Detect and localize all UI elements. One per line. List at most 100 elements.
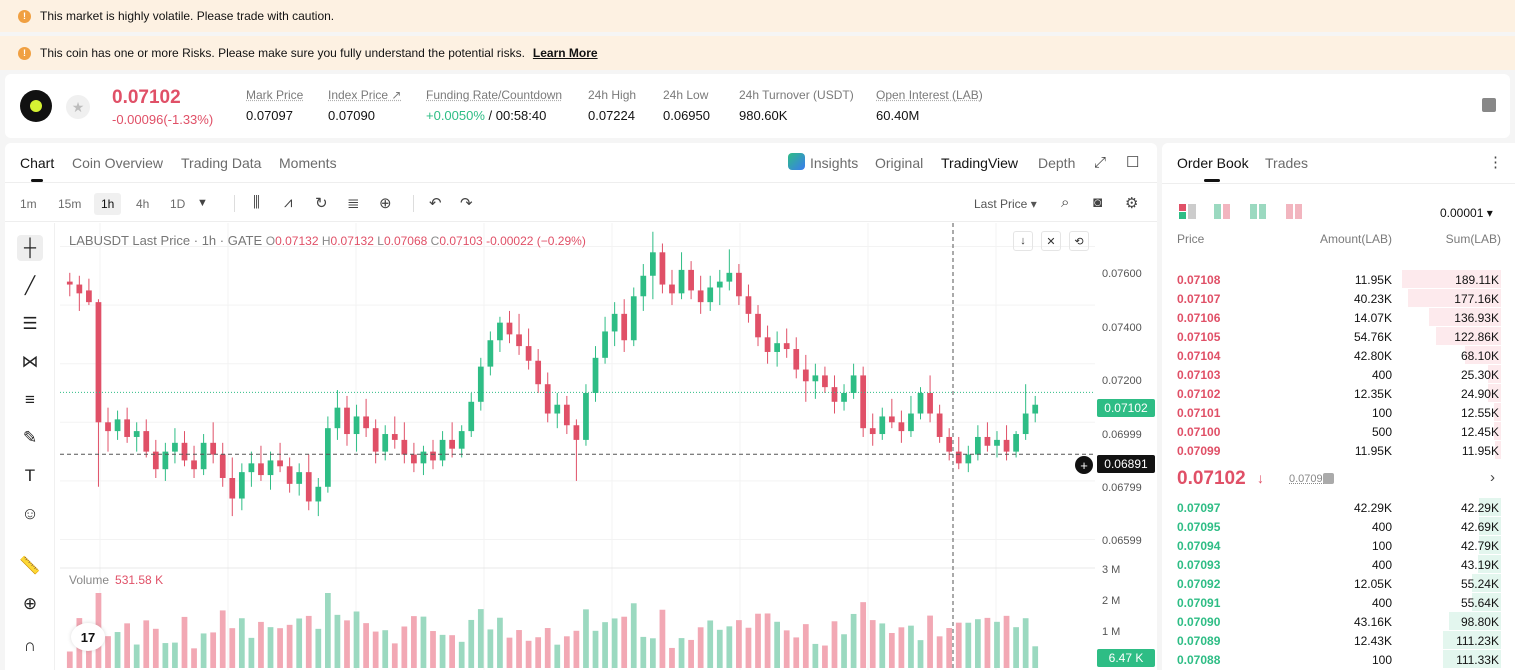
redo-icon[interactable]: ↷ <box>460 195 473 212</box>
arrow-down-icon: ↓ <box>1257 470 1264 486</box>
row-sum: 42.79K <box>1460 539 1499 553</box>
trend-line-icon[interactable]: ╱ <box>24 276 36 295</box>
bid-row[interactable]: 0.07094 100 42.79K <box>1162 536 1515 555</box>
stat-label[interactable]: Funding Rate/Countdown <box>426 88 563 102</box>
split-view-icon[interactable] <box>1214 204 1232 220</box>
both-view-icon[interactable] <box>1179 204 1197 220</box>
indicators-icon[interactable]: ⩘ <box>284 194 293 211</box>
stat-label[interactable]: Open Interest (LAB) <box>876 88 983 102</box>
tab-order-book[interactable]: Order Book <box>1177 155 1249 182</box>
insights-icon[interactable] <box>788 153 805 170</box>
volume-bar <box>984 617 991 668</box>
stat-label[interactable]: Mark Price <box>246 88 304 102</box>
bid-row[interactable]: 0.07090 43.16K 98.80K <box>1162 612 1515 631</box>
candlestick-chart[interactable] <box>60 223 1095 670</box>
precision-select[interactable]: 0.00001 ▾ <box>1440 206 1493 220</box>
row-sum: 55.24K <box>1460 577 1499 591</box>
ask-row[interactable]: 0.07103 400 25.30K <box>1162 365 1515 384</box>
interval-1d[interactable]: 1D <box>170 197 186 211</box>
candle-body <box>650 252 656 276</box>
ask-row[interactable]: 0.07102 12.35K 24.90K <box>1162 384 1515 403</box>
tab-coin-overview[interactable]: Coin Overview <box>72 155 164 171</box>
bid-row[interactable]: 0.07093 400 43.19K <box>1162 555 1515 574</box>
volume-bar <box>802 624 809 668</box>
zoom-in-icon[interactable]: ⊕ <box>22 594 38 613</box>
collapse-icon[interactable]: ✕ <box>1041 231 1061 251</box>
candle-body <box>200 442 207 470</box>
asks-view-icon[interactable] <box>1286 204 1304 220</box>
tab-insights[interactable]: Insights <box>810 155 859 171</box>
templates-icon[interactable]: ≣ <box>347 195 360 212</box>
tab-trades[interactable]: Trades <box>1265 155 1309 171</box>
chevron-right-icon[interactable]: › <box>1490 469 1495 486</box>
fib-icon[interactable]: ≡ <box>25 390 35 409</box>
refresh-icon[interactable]: ↻ <box>315 195 328 212</box>
candle-body <box>955 451 962 464</box>
interval-15m[interactable]: 15m <box>58 197 82 211</box>
interval-1m[interactable]: 1m <box>20 197 37 211</box>
bid-row[interactable]: 0.07091 400 55.64K <box>1162 593 1515 612</box>
guide-book-icon[interactable] <box>1482 98 1496 112</box>
volume-bar <box>353 611 360 668</box>
add-alert-icon[interactable]: ⊕ <box>379 195 392 212</box>
tab-original[interactable]: Original <box>875 155 924 171</box>
tab-trading-data[interactable]: Trading Data <box>181 155 262 171</box>
horizontal-lines-icon[interactable]: ☰ <box>22 314 38 333</box>
search-icon[interactable]: ⌕ <box>1061 194 1070 211</box>
ask-row[interactable]: 0.07107 40.23K 177.16K <box>1162 289 1515 308</box>
interval-1h[interactable]: 1h <box>94 193 122 215</box>
bid-row[interactable]: 0.07097 42.29K 42.29K <box>1162 498 1515 517</box>
pattern-icon[interactable]: ⋈ <box>21 352 39 371</box>
undo-icon[interactable]: ↶ <box>429 195 442 212</box>
bids-view-icon[interactable] <box>1250 204 1268 220</box>
favorite-star-icon[interactable]: ★ <box>66 95 90 119</box>
emoji-icon[interactable]: ☺ <box>21 504 39 523</box>
row-sum: 25.30K <box>1460 368 1499 382</box>
bid-row[interactable]: 0.07095 400 42.69K <box>1162 517 1515 536</box>
learn-more-link[interactable]: Learn More <box>532 46 598 60</box>
ask-row[interactable]: 0.07100 500 12.45K <box>1162 422 1515 441</box>
stat-label: 24h Turnover (USDT) <box>739 88 854 102</box>
row-price: 0.07090 <box>1177 615 1221 629</box>
candle-body <box>745 296 752 314</box>
bid-row[interactable]: 0.07089 12.43K 111.23K <box>1162 631 1515 650</box>
text-icon[interactable]: T <box>24 466 36 485</box>
window-icon[interactable]: ☐ <box>1126 154 1140 171</box>
depth-bar <box>1479 517 1501 535</box>
bid-row[interactable]: 0.07092 12.05K 55.24K <box>1162 574 1515 593</box>
candle-body <box>325 428 331 487</box>
volume-bar <box>219 610 226 668</box>
volume-bar <box>286 624 293 668</box>
add-order-icon[interactable]: + <box>1075 456 1093 474</box>
brush-icon[interactable]: ✎ <box>22 428 38 447</box>
gear-icon[interactable]: ⚙ <box>1125 195 1139 212</box>
tab-moments[interactable]: Moments <box>279 155 337 171</box>
scroll-down-icon[interactable]: ↓ <box>1013 231 1033 251</box>
camera-icon[interactable]: ◙ <box>1093 194 1103 211</box>
candle-type-icon[interactable]: ⫼ <box>253 194 260 211</box>
tab-depth[interactable]: Depth <box>1038 155 1076 171</box>
ask-row[interactable]: 0.07105 54.76K 122.86K <box>1162 327 1515 346</box>
tab-chart[interactable]: Chart <box>20 155 55 182</box>
ruler-icon[interactable]: 📏 <box>19 556 41 575</box>
reset-icon[interactable]: ⟲ <box>1069 231 1089 251</box>
ask-row[interactable]: 0.07101 100 12.55K <box>1162 403 1515 422</box>
expand-icon[interactable]: ⤢ <box>1094 154 1107 171</box>
row-sum: 12.55K <box>1460 406 1499 420</box>
ask-row[interactable]: 0.07106 14.07K 136.93K <box>1162 308 1515 327</box>
price-type-select[interactable]: Last Price ▾ <box>974 197 1037 211</box>
magnet-icon[interactable]: ∩ <box>23 636 37 655</box>
ask-row[interactable]: 0.07099 11.95K 11.95K <box>1162 441 1515 460</box>
more-icon[interactable]: ⋮ <box>1488 154 1503 171</box>
stat-label[interactable]: Index Price ↗ <box>328 88 402 102</box>
bid-row[interactable]: 0.07088 100 111.33K <box>1162 650 1515 669</box>
volume-bar <box>344 620 350 668</box>
volume-bar <box>114 632 121 668</box>
chevron-down-icon[interactable]: ▼ <box>197 197 208 209</box>
interval-4h[interactable]: 4h <box>136 197 150 211</box>
ask-row[interactable]: 0.07104 42.80K 68.10K <box>1162 346 1515 365</box>
ask-row[interactable]: 0.07108 11.95K 189.11K <box>1162 270 1515 289</box>
crosshair-icon[interactable]: ┼ <box>17 235 43 261</box>
tab-tradingview[interactable]: TradingView <box>941 155 1019 171</box>
mid-mark-price: 0.07097 <box>1289 473 1329 485</box>
